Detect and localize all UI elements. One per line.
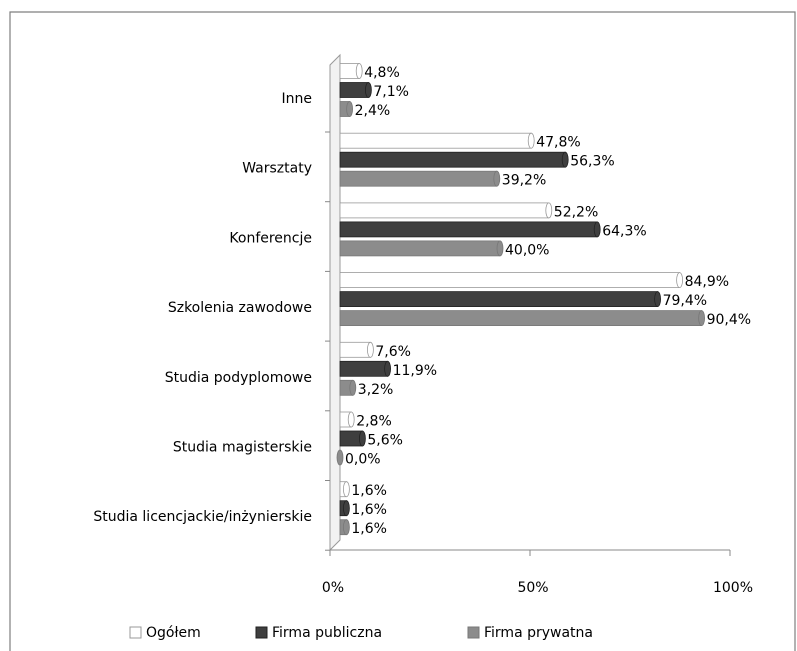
y-tick-label: Inne	[282, 91, 313, 107]
bar-cap	[355, 63, 363, 79]
bar-cap	[366, 341, 374, 358]
value-label: 1,6%	[351, 483, 387, 499]
value-label: 7,6%	[375, 344, 411, 360]
value-label: 2,4%	[355, 103, 391, 119]
bar-cap	[676, 272, 683, 289]
legend-label: Firma publiczna	[272, 625, 382, 641]
legend-swatch	[467, 626, 480, 639]
value-label: 7,1%	[373, 84, 409, 100]
bar	[339, 82, 369, 98]
bar-cap	[349, 379, 357, 396]
value-label: 64,3%	[602, 223, 646, 239]
y-tick-label: Szkolenia zawodowe	[168, 300, 312, 316]
legend-label: Ogółem	[146, 625, 201, 641]
value-label: 1,6%	[351, 502, 387, 518]
value-label: 40,0%	[505, 242, 549, 258]
bar-cap	[358, 430, 366, 447]
value-label: 2,8%	[356, 414, 392, 430]
bar	[339, 240, 501, 257]
value-label: 79,4%	[663, 293, 707, 309]
axis-wall	[329, 53, 341, 552]
legend-label: Firma prywatna	[484, 625, 593, 641]
bar-cap	[384, 360, 392, 377]
x-tick-label: 50%	[517, 580, 548, 596]
bar-cap	[336, 449, 344, 466]
value-label: 84,9%	[685, 274, 729, 290]
bar-cap	[346, 101, 354, 117]
value-label: 11,9%	[393, 363, 437, 379]
bar-cap	[347, 411, 355, 428]
y-tick-label: Konferencje	[229, 230, 312, 246]
bar	[339, 132, 532, 149]
y-tick-label: Warsztaty	[242, 161, 312, 177]
y-tick-label: Studia magisterskie	[173, 440, 312, 456]
chart-border	[9, 11, 796, 651]
bar-cap	[342, 519, 350, 536]
x-tick-label: 0%	[322, 580, 344, 596]
bar	[339, 360, 388, 377]
bar-cap	[496, 240, 504, 257]
value-label: 1,6%	[351, 521, 387, 537]
x-tick-label: 100%	[713, 580, 753, 596]
bar-cap	[527, 132, 535, 149]
bar	[339, 202, 550, 219]
y-tick-label: Studia podyplomowe	[165, 370, 312, 386]
value-label: 0,0%	[345, 452, 381, 468]
value-label: 5,6%	[367, 433, 403, 449]
value-label: 39,2%	[502, 173, 546, 189]
legend-swatch	[255, 626, 268, 639]
bar	[339, 151, 566, 168]
bar-cap	[545, 202, 553, 219]
bar-cap	[561, 151, 569, 168]
bar	[339, 310, 703, 327]
legend-swatch	[129, 626, 142, 639]
value-label: 56,3%	[570, 154, 614, 170]
value-label: 47,8%	[536, 135, 580, 151]
bar-cap	[342, 481, 350, 498]
bar-cap	[654, 291, 661, 308]
bar-cap	[493, 170, 501, 187]
bar	[339, 221, 598, 238]
bar	[339, 272, 681, 289]
bar-cap	[593, 221, 601, 238]
bar	[339, 291, 659, 308]
bar-cap	[698, 310, 705, 327]
value-label: 3,2%	[358, 382, 394, 398]
bar-cap	[342, 500, 350, 517]
value-label: 4,8%	[364, 65, 400, 81]
bar	[339, 341, 371, 358]
value-label: 90,4%	[707, 312, 751, 328]
bar	[339, 170, 498, 187]
y-tick-label: Studia licencjackie/inżynierskie	[93, 509, 312, 525]
bar-cap	[364, 82, 372, 98]
value-label: 52,2%	[554, 204, 598, 220]
